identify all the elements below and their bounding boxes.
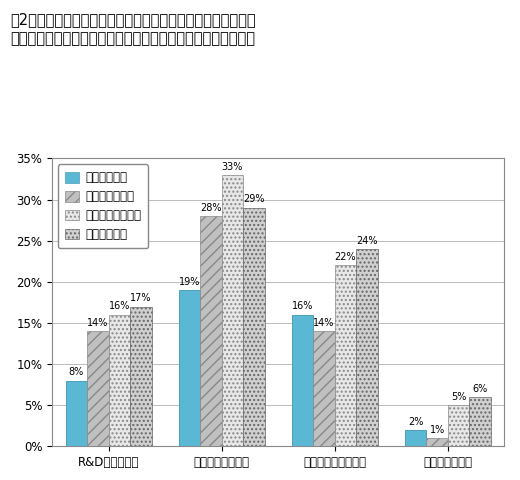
Text: 14%: 14%: [314, 318, 335, 328]
Bar: [130, 307, 151, 446]
Text: 28%: 28%: [200, 203, 222, 213]
Text: 29%: 29%: [243, 194, 265, 204]
Bar: [470, 397, 491, 446]
Text: 図2　企業の研究開発へのリスク資金制約、論文公表及び政府: 図2 企業の研究開発へのリスク資金制約、論文公表及び政府: [10, 12, 256, 27]
Text: 16%: 16%: [292, 301, 313, 312]
Text: 17%: 17%: [130, 293, 151, 303]
Text: 19%: 19%: [179, 277, 200, 287]
Bar: [356, 249, 378, 446]
Bar: [66, 381, 87, 446]
Bar: [87, 331, 109, 446]
Bar: [109, 315, 130, 446]
Bar: [426, 438, 448, 446]
Bar: [405, 430, 426, 446]
Text: 16%: 16%: [109, 301, 130, 312]
Legend: コア事業対象, 非コア事業対象, 新規事業立ち上げ, 技術基盤強化: コア事業対象, 非コア事業対象, 新規事業立ち上げ, 技術基盤強化: [58, 164, 148, 248]
Text: 22%: 22%: [335, 252, 356, 262]
Bar: [179, 290, 200, 446]
Text: 24%: 24%: [356, 236, 378, 246]
Text: 8%: 8%: [69, 367, 84, 377]
Text: 6%: 6%: [473, 384, 488, 394]
Bar: [335, 265, 356, 446]
Text: 2%: 2%: [408, 417, 423, 427]
Bar: [292, 315, 313, 446]
Bar: [313, 331, 335, 446]
Text: 33%: 33%: [222, 162, 243, 171]
Bar: [200, 216, 222, 446]
Text: 5%: 5%: [451, 392, 466, 402]
Bar: [448, 405, 470, 446]
Text: 資金の支援の有無（研究開発プロジェクトの事業目的別）: 資金の支援の有無（研究開発プロジェクトの事業目的別）: [10, 31, 255, 46]
Text: 14%: 14%: [87, 318, 109, 328]
Bar: [222, 175, 243, 446]
Bar: [243, 208, 265, 446]
Text: 1%: 1%: [430, 425, 445, 435]
